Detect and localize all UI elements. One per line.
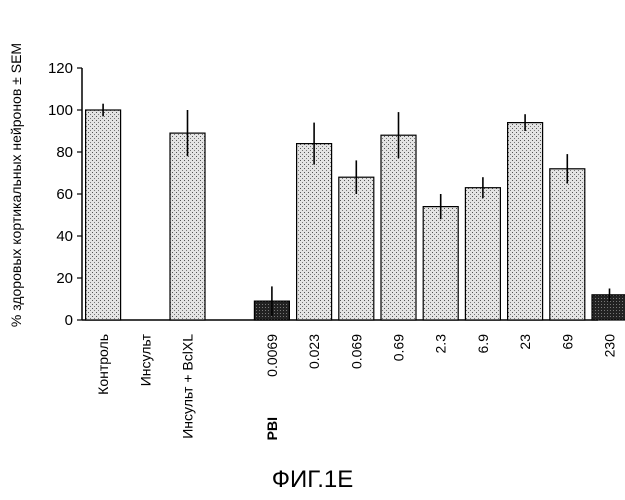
x-category-label: 0.0069 (264, 334, 280, 377)
bar (465, 188, 500, 320)
x-category-label: 6.9 (475, 334, 491, 354)
x-category-label: 230 (602, 334, 618, 358)
y-tick-label: 40 (56, 228, 73, 245)
x-category-label: Контроль (95, 334, 111, 395)
x-group-label: PBI (264, 417, 280, 440)
x-category-label: Инсульт + BclXL (180, 334, 196, 439)
y-axis-label: % здоровых кортикальных нейронов ± SEM (8, 43, 24, 327)
x-category-label: Инсульт (137, 333, 153, 386)
bar (550, 169, 585, 320)
x-category-label: 0.69 (391, 334, 407, 361)
y-tick-label: 80 (56, 144, 73, 161)
y-tick-label: 60 (56, 186, 73, 203)
x-category-label: 23 (517, 334, 533, 350)
x-category-label: 69 (559, 334, 575, 350)
x-category-label: 2.3 (433, 334, 449, 354)
x-category-label: 0.023 (306, 334, 322, 369)
bar (86, 110, 121, 320)
bar (170, 133, 205, 320)
bar (423, 207, 458, 320)
bar (592, 295, 625, 320)
bar (339, 177, 374, 320)
y-tick-label: 120 (48, 60, 73, 77)
y-tick-label: 100 (48, 102, 73, 119)
bar (297, 144, 332, 320)
y-tick-label: 0 (65, 312, 73, 329)
y-tick-label: 20 (56, 270, 73, 287)
figure-caption: ФИГ.1E (0, 466, 625, 494)
bar (508, 123, 543, 320)
x-category-label: 0.069 (348, 334, 364, 369)
bar (381, 135, 416, 320)
